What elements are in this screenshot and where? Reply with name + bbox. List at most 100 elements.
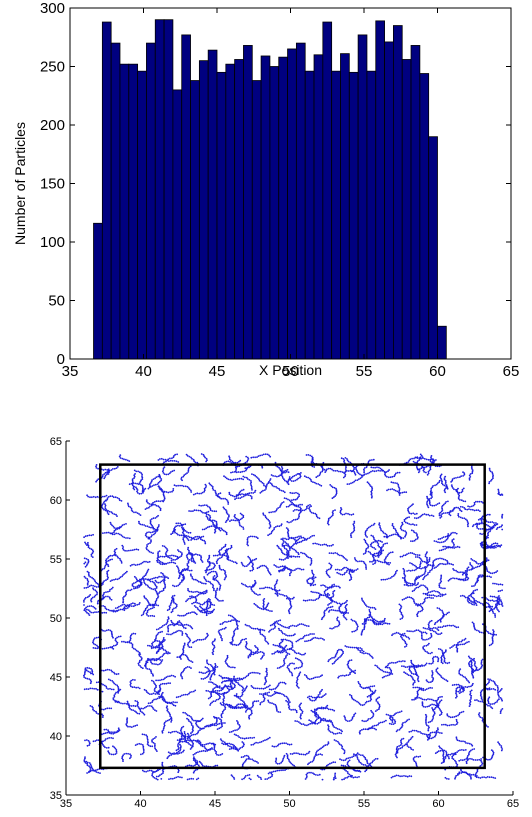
particle-point bbox=[492, 526, 495, 529]
particle-point bbox=[472, 668, 475, 671]
particle-point bbox=[168, 718, 171, 721]
particle-point bbox=[471, 585, 473, 588]
particle-point bbox=[188, 715, 191, 717]
particle-point bbox=[213, 646, 216, 648]
particle-point bbox=[320, 484, 323, 487]
particle-point bbox=[301, 637, 304, 640]
particle-point bbox=[168, 652, 171, 655]
particle-point bbox=[323, 694, 326, 696]
particle-point bbox=[470, 595, 473, 598]
particle-point bbox=[349, 573, 352, 576]
particle-point bbox=[153, 530, 156, 532]
particle-point bbox=[243, 737, 246, 740]
particle-point bbox=[298, 514, 300, 516]
particle-point bbox=[157, 604, 160, 607]
particle-point bbox=[231, 688, 234, 690]
particle-point bbox=[264, 485, 267, 488]
particle-point bbox=[160, 575, 163, 578]
particle-point bbox=[348, 483, 351, 485]
particle-point bbox=[188, 549, 190, 552]
particle-point bbox=[472, 773, 475, 776]
particle-point bbox=[402, 737, 405, 740]
particle-point bbox=[224, 620, 226, 623]
particle-point bbox=[241, 692, 244, 694]
particle-point bbox=[191, 718, 194, 721]
particle-point bbox=[190, 660, 192, 662]
particle-point bbox=[263, 697, 266, 700]
particle-point bbox=[440, 659, 443, 662]
particle-point bbox=[293, 548, 295, 551]
particle-point bbox=[187, 718, 190, 721]
particle-point bbox=[493, 595, 496, 598]
particle-point bbox=[447, 579, 450, 582]
particle-point bbox=[336, 602, 339, 605]
particle-point bbox=[467, 742, 469, 745]
particle-point bbox=[212, 554, 215, 557]
particle-point bbox=[295, 709, 298, 712]
particle-point bbox=[249, 758, 252, 760]
particle-point bbox=[254, 687, 257, 690]
particle-point bbox=[181, 479, 184, 482]
particle-point bbox=[245, 737, 248, 740]
particle-point bbox=[477, 776, 480, 779]
particle-point bbox=[322, 594, 325, 597]
particle-point bbox=[295, 667, 298, 669]
particle-point bbox=[265, 566, 268, 569]
particle-point bbox=[403, 584, 406, 586]
particle-point bbox=[391, 719, 394, 722]
particle-point bbox=[181, 552, 183, 554]
particle-point bbox=[471, 508, 474, 511]
particle-point bbox=[397, 483, 400, 486]
particle-point bbox=[475, 566, 477, 569]
particle-point bbox=[481, 689, 484, 691]
particle-point bbox=[276, 744, 279, 747]
particle-point bbox=[152, 552, 154, 554]
particle-point bbox=[253, 535, 256, 538]
particle-point bbox=[437, 538, 440, 540]
particle-point bbox=[94, 594, 97, 597]
particle-point bbox=[431, 627, 433, 630]
particle-point bbox=[312, 542, 315, 545]
particle-point bbox=[246, 543, 249, 545]
particle-point bbox=[439, 746, 441, 749]
particle-point bbox=[368, 471, 371, 474]
particle-point bbox=[420, 605, 423, 608]
particle-point bbox=[207, 513, 210, 516]
particle-point bbox=[88, 605, 91, 607]
particle-point bbox=[316, 718, 318, 721]
particle-point bbox=[428, 560, 431, 562]
particle-point bbox=[396, 745, 399, 748]
particle-point bbox=[221, 753, 224, 755]
particle-point bbox=[295, 625, 298, 627]
particle-point bbox=[377, 543, 380, 545]
particle-point bbox=[83, 587, 86, 589]
particle-point bbox=[439, 675, 442, 677]
particle-point bbox=[110, 598, 113, 601]
particle-point bbox=[474, 759, 477, 761]
particle-point bbox=[288, 634, 291, 637]
particle-point bbox=[340, 648, 342, 651]
particle-point bbox=[250, 560, 253, 563]
particle-point bbox=[494, 777, 497, 779]
particle-point bbox=[140, 658, 143, 661]
particle-point bbox=[384, 473, 386, 476]
particle-point bbox=[132, 487, 135, 490]
particle-point bbox=[290, 743, 293, 746]
histogram-y-tick-label: 200 bbox=[40, 117, 65, 134]
particle-point bbox=[426, 561, 428, 563]
particle-point bbox=[139, 653, 142, 655]
particle-point bbox=[392, 775, 394, 778]
particle-point bbox=[275, 485, 277, 488]
particle-point bbox=[305, 476, 308, 478]
particle-point bbox=[478, 601, 481, 604]
particle-point bbox=[250, 497, 253, 500]
particle-point bbox=[339, 554, 341, 557]
particle-point bbox=[416, 692, 419, 695]
particle-point bbox=[344, 759, 347, 761]
particle-point bbox=[475, 666, 478, 669]
particle-point bbox=[147, 487, 150, 490]
particle-point bbox=[468, 508, 470, 510]
particle-point bbox=[147, 705, 149, 707]
particle-point bbox=[241, 493, 243, 495]
particle-point bbox=[154, 658, 156, 660]
